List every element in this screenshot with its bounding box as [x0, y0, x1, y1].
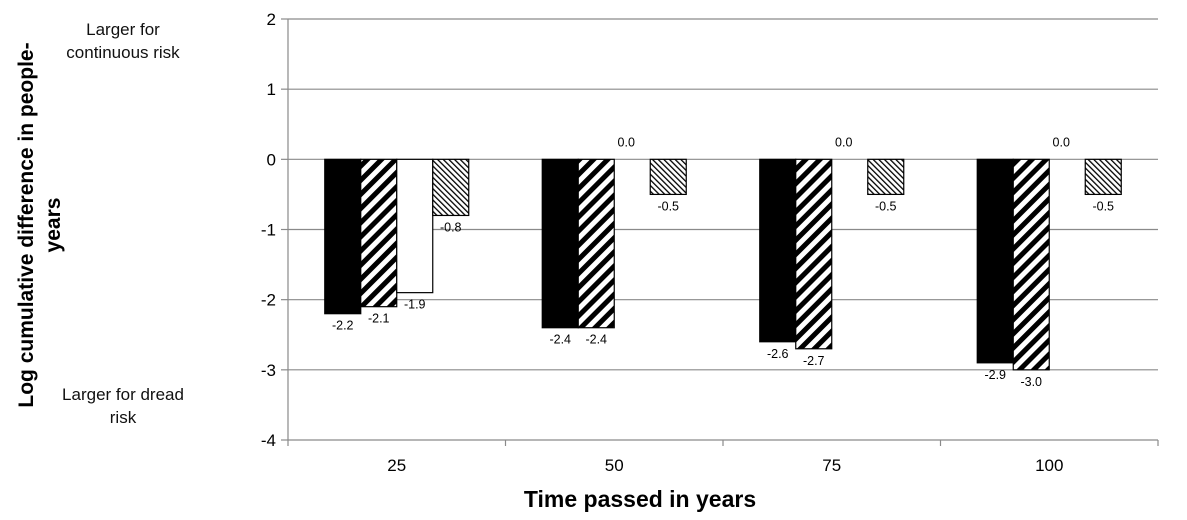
data-label: 0.0 — [835, 135, 852, 149]
x-tick-label: 50 — [605, 456, 624, 475]
bar — [759, 158, 797, 343]
data-label: -0.5 — [875, 199, 897, 213]
data-label: -0.8 — [440, 220, 462, 234]
y-axis-title: Log cumulative difference in people-year… — [15, 42, 65, 408]
data-label: -0.5 — [1092, 199, 1114, 213]
data-label: -0.5 — [657, 199, 679, 213]
bar — [867, 158, 905, 196]
data-label: -2.2 — [332, 319, 354, 333]
y-tick-label: 0 — [267, 150, 276, 169]
data-label: -1.9 — [404, 298, 426, 312]
y-tick-label: -4 — [261, 431, 276, 450]
data-label: -2.1 — [368, 312, 390, 326]
bar — [976, 158, 1014, 364]
data-label: -2.7 — [803, 354, 825, 368]
bar — [649, 158, 687, 196]
x-tick-label: 100 — [1035, 456, 1063, 475]
data-label: -2.6 — [767, 347, 789, 361]
bars — [324, 158, 1122, 371]
data-labels: -2.2 -2.1 -1.9 -0.8 -2.4 -2.4 0.0 -0.5 -2.6 -2.7 0… — [332, 135, 1114, 389]
bar — [324, 158, 362, 315]
data-label: -2.9 — [984, 368, 1006, 382]
bar — [396, 158, 434, 294]
x-axis-title: Time passed in years — [523, 486, 757, 512]
annotation-dread-risk: Larger for dread risk — [62, 385, 184, 427]
annotation-continuous-risk: Larger for continuous risk — [66, 20, 180, 62]
bar — [1012, 158, 1050, 371]
x-tick-label: 25 — [387, 456, 406, 475]
bar — [795, 158, 833, 350]
data-label: 0.0 — [618, 135, 635, 149]
bar — [541, 158, 579, 329]
y-tick-label: -3 — [261, 361, 276, 380]
bar — [360, 158, 398, 308]
y-tick-label: 1 — [267, 80, 276, 99]
x-tick-label: 75 — [822, 456, 841, 475]
data-label: -2.4 — [549, 333, 571, 347]
bar — [577, 158, 615, 329]
data-label: 0.0 — [1053, 135, 1070, 149]
y-tick-label: 2 — [267, 10, 276, 29]
data-label: -3.0 — [1020, 375, 1042, 389]
y-tick-label: -2 — [261, 291, 276, 310]
bar — [432, 158, 470, 217]
y-axis-title-wrap: Log cumulative difference in people-year… — [0, 0, 80, 520]
y-tick-label: -1 — [261, 221, 276, 240]
bar — [1084, 158, 1122, 196]
data-label: -2.4 — [585, 333, 607, 347]
axes: 2 1 0 -1 -2 -3 -4 25 50 75 100 — [261, 10, 1159, 475]
